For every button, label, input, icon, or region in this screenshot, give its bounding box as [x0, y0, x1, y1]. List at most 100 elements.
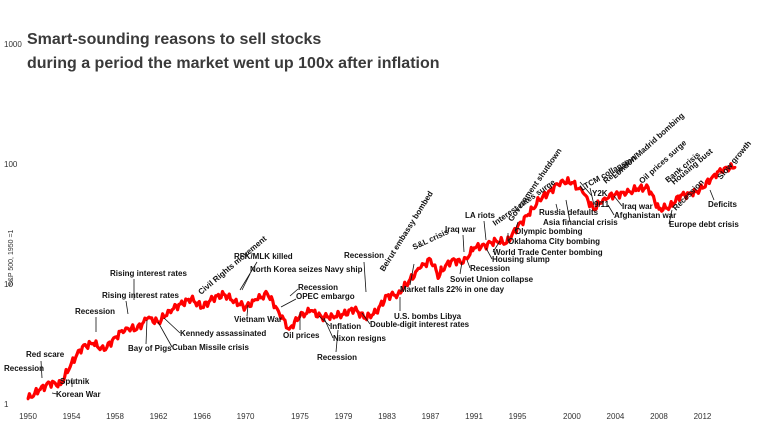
data-point [570, 181, 574, 184]
annotation-leader [280, 298, 297, 308]
annotation-label: Recession [4, 364, 44, 373]
annotation-leader [613, 195, 623, 207]
annotation-label: Double-digit interest rates [370, 320, 470, 329]
annotation-leader [607, 204, 615, 216]
data-point [255, 298, 258, 301]
annotation-label: Iraq war [445, 225, 476, 234]
data-point [211, 297, 215, 300]
y-tick-label: 10 [4, 280, 13, 289]
annotation-label: Rising interest rates [110, 269, 187, 278]
y-tick-label: 1 [4, 400, 9, 409]
annotation-label: Oklahoma City bombing [508, 237, 600, 246]
annotation-label: Vietnam War [234, 315, 282, 324]
annotation-label: Y2K [592, 189, 608, 198]
annotation-leader [289, 288, 299, 297]
annotation-label: Bay of Pigs [128, 344, 172, 353]
annotation-leader [239, 261, 258, 291]
data-point [200, 305, 204, 309]
annotation-label: Afghanistan war [614, 211, 676, 220]
annotation-leader [668, 209, 673, 225]
x-tick-label: 1995 [509, 412, 527, 421]
chart-title-line-2: during a period the market went up 100x … [27, 55, 440, 72]
axes: 1 10 100 1000 S&P 500, 1950 =1 1950 1954 1958 19… [4, 40, 712, 421]
data-point [266, 292, 269, 296]
data-point [603, 196, 606, 200]
data-point [48, 381, 52, 385]
data-point [625, 191, 628, 195]
data-point [59, 383, 62, 386]
annotation-label: 9/11 [594, 200, 610, 209]
annotation-label: Cuban Missile crisis [172, 343, 249, 352]
x-tick-label: 1991 [465, 412, 483, 421]
annotation-leader [363, 261, 367, 293]
y-tick-label: 1000 [4, 40, 22, 49]
x-tick-label: 1950 [19, 412, 37, 421]
data-point [309, 309, 313, 312]
data-point [222, 293, 226, 296]
data-point [113, 335, 117, 339]
data-point [437, 275, 441, 279]
data-point [331, 314, 334, 318]
data-point [429, 258, 432, 261]
annotation-label: Slow growth [716, 139, 754, 181]
annotation-label: Oil prices [283, 331, 320, 340]
annotation-label: North Korea seizes Navy ship [250, 265, 363, 274]
annotation-leader [492, 240, 501, 253]
data-point [102, 349, 106, 352]
data-point [146, 316, 149, 320]
annotation-label: Deficits [708, 200, 737, 209]
annotation-label: Red scare [26, 350, 65, 359]
data-point [505, 241, 508, 245]
data-point [701, 186, 704, 190]
annotation-leader [163, 317, 181, 334]
data-point [407, 280, 411, 283]
annotation-label: Market falls 22% in one day [400, 285, 505, 294]
data-point [559, 179, 563, 183]
data-point [722, 167, 726, 170]
data-point [179, 302, 182, 306]
data-point [168, 309, 171, 312]
annotation-leader [157, 321, 173, 348]
data-point [733, 165, 737, 169]
data-point [124, 326, 128, 330]
x-tick-label: 1983 [378, 412, 396, 421]
data-point [548, 189, 552, 192]
data-point [646, 185, 650, 189]
data-point [135, 327, 139, 331]
annotation-label: Soviet Union collapse [450, 275, 534, 284]
annotation-label: Iraq war [622, 202, 653, 211]
annotation-leader [483, 220, 487, 241]
annotation-label: Sputnik [60, 377, 90, 386]
annotation-label: Korean War [56, 390, 101, 399]
annotation-label: World Trade Center bombing [493, 248, 603, 257]
annotation-leader [589, 187, 595, 206]
data-point [81, 345, 84, 349]
annotation-label: Russia defaults [539, 208, 599, 217]
data-point [668, 205, 672, 209]
data-point [396, 293, 400, 296]
x-tick-label: 2004 [607, 412, 625, 421]
data-point [276, 309, 280, 312]
data-point [690, 192, 693, 196]
x-tick-label: 2000 [563, 412, 581, 421]
x-tick-label: 1970 [237, 412, 255, 421]
data-point [37, 389, 41, 392]
annotation-label: U.S. bombs Libya [394, 312, 462, 321]
data-point [592, 207, 595, 211]
annotation-leader [335, 329, 339, 353]
annotation-leader [145, 319, 148, 345]
annotation-label: Recession [470, 264, 510, 273]
x-tick-label: 1975 [291, 412, 309, 421]
annotation-leader [323, 317, 334, 339]
annotation-label: LA riots [465, 211, 495, 220]
data-point [494, 239, 498, 242]
data-point [353, 307, 356, 311]
annotation-leader [579, 181, 593, 197]
annotation-leader [514, 221, 519, 232]
x-tick-label: 2012 [694, 412, 712, 421]
x-tick-label: 1958 [106, 412, 124, 421]
annotation-leader [459, 261, 463, 275]
annotations: Recession Red scare Sputnik Korean War Reces… [4, 111, 753, 399]
annotation-label: Housing slump [492, 255, 550, 264]
